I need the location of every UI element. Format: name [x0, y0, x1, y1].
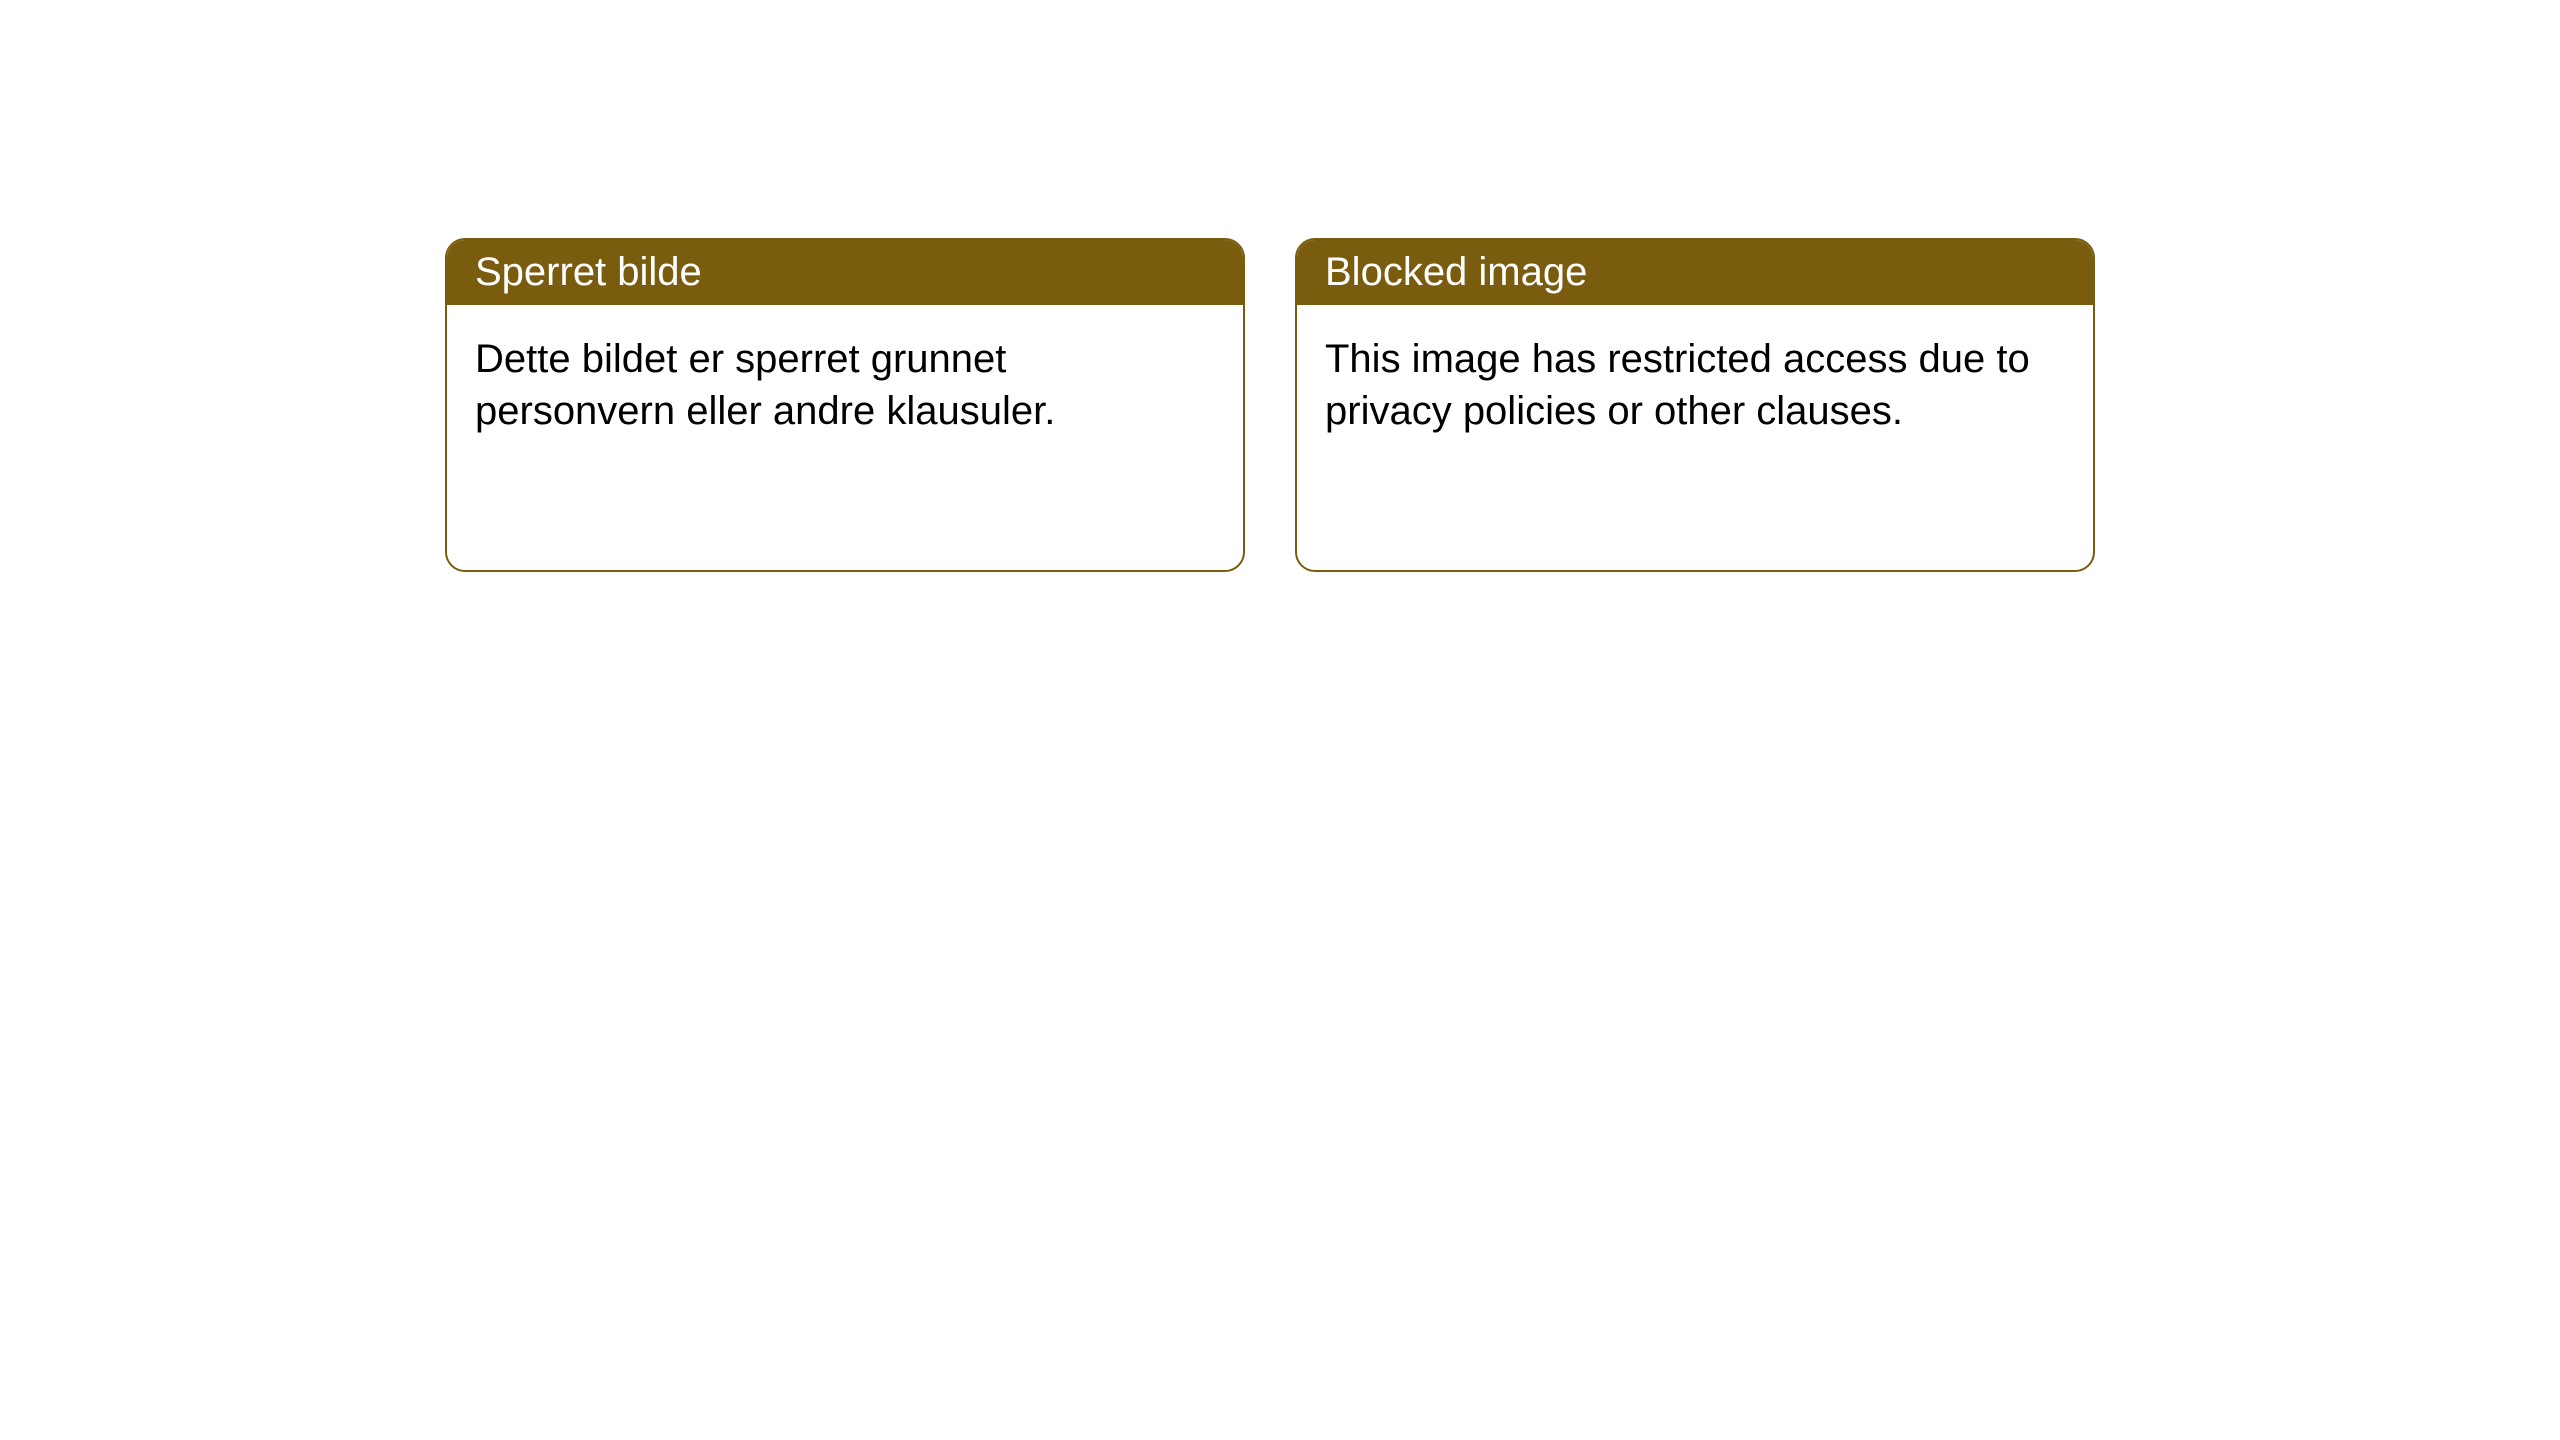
- notice-body: Dette bildet er sperret grunnet personve…: [447, 305, 1243, 465]
- notice-header: Blocked image: [1297, 240, 2093, 305]
- notice-title: Blocked image: [1325, 250, 1587, 294]
- notice-container: Sperret bilde Dette bildet er sperret gr…: [0, 0, 2560, 572]
- notice-message: Dette bildet er sperret grunnet personve…: [475, 337, 1055, 433]
- notice-card-norwegian: Sperret bilde Dette bildet er sperret gr…: [445, 238, 1245, 572]
- notice-title: Sperret bilde: [475, 250, 702, 294]
- notice-body: This image has restricted access due to …: [1297, 305, 2093, 465]
- notice-message: This image has restricted access due to …: [1325, 337, 2030, 433]
- notice-card-english: Blocked image This image has restricted …: [1295, 238, 2095, 572]
- notice-header: Sperret bilde: [447, 240, 1243, 305]
